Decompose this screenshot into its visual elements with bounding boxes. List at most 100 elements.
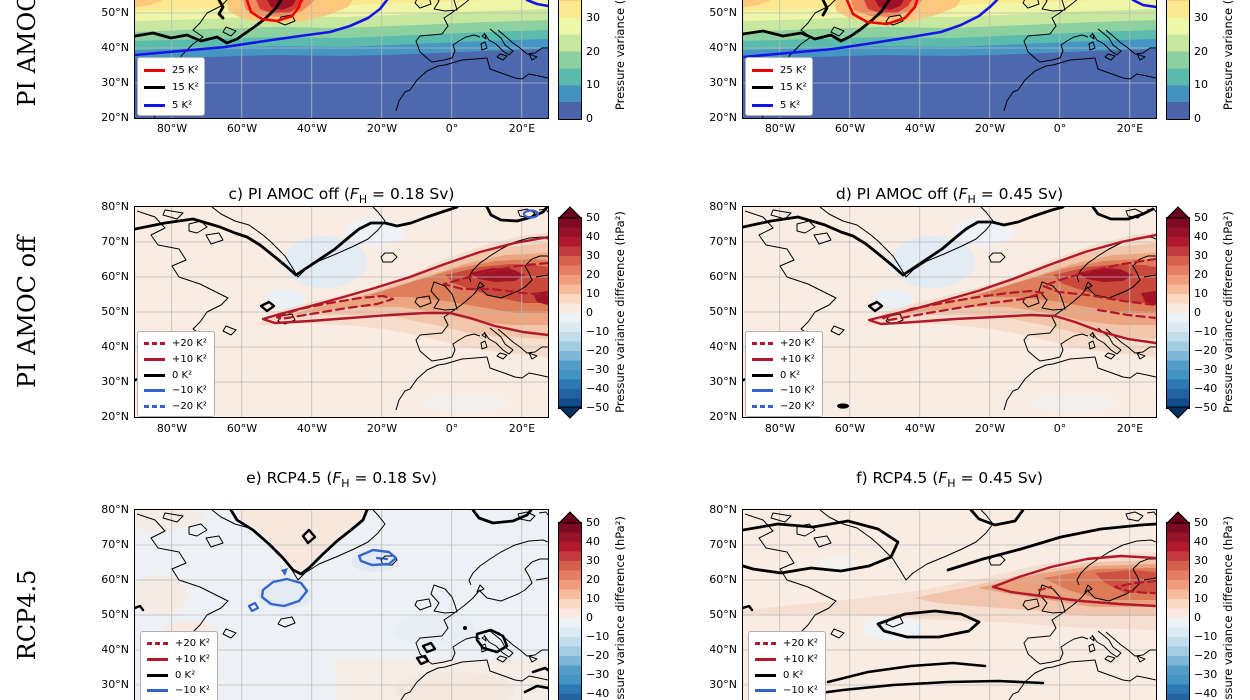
colorbar-tick-label: −10 bbox=[586, 325, 610, 338]
lon-tick-label: 80°W bbox=[764, 122, 796, 135]
colorbar-extend-arrow bbox=[1166, 406, 1190, 419]
legend-item: +10 K² bbox=[144, 352, 208, 368]
colorbar-tick-label: −10 bbox=[586, 630, 610, 643]
legend-label: 15 K² bbox=[780, 82, 807, 94]
legend-item: 0 K² bbox=[752, 367, 816, 383]
lat-tick-label: 60°N bbox=[709, 573, 737, 586]
legend-label: −10 K² bbox=[783, 685, 818, 697]
colorbar-axis-label: Pressure variance difference (hPa²) bbox=[1221, 211, 1235, 413]
legend-line-sample bbox=[147, 673, 168, 677]
legend-line-sample bbox=[752, 358, 773, 362]
legend-line-sample bbox=[755, 642, 776, 646]
row-label-rcp45: RCP4.5 bbox=[13, 569, 41, 661]
colorbar-tick-label: 50 bbox=[586, 211, 600, 224]
lat-tick-label: 80°N bbox=[101, 200, 129, 213]
legend-item: +20 K² bbox=[755, 636, 819, 652]
legend-item: 25 K² bbox=[144, 62, 198, 79]
lat-tick-label: 20°N bbox=[101, 410, 129, 423]
colorbar-tick-label: 10 bbox=[586, 592, 600, 605]
legend-item: 5 K² bbox=[752, 97, 806, 114]
colorbar-tick-label: 20 bbox=[1194, 268, 1208, 281]
colorbar-tick-label: −40 bbox=[1194, 687, 1218, 700]
lat-tick-label: 80°N bbox=[101, 503, 129, 516]
lon-tick-label: 60°W bbox=[834, 422, 866, 435]
legend-item: +20 K² bbox=[752, 336, 816, 352]
lat-tick-label: 80°N bbox=[709, 503, 737, 516]
legend-label: 25 K² bbox=[172, 65, 199, 77]
legend-item: +20 K² bbox=[147, 636, 211, 652]
colorbar-tick-label: 20 bbox=[586, 44, 600, 58]
legend-item: +10 K² bbox=[755, 652, 819, 668]
legend-line-sample bbox=[144, 389, 165, 393]
colorbar-tick-label: 0 bbox=[1194, 112, 1201, 125]
legend-label: +10 K² bbox=[172, 354, 207, 366]
lon-tick-label: 20°E bbox=[508, 122, 536, 135]
legend-item: −20 K² bbox=[144, 399, 208, 415]
legend-item: 0 K² bbox=[147, 667, 211, 683]
lon-tick-label: 80°W bbox=[156, 422, 188, 435]
lon-tick-label: 0° bbox=[1053, 422, 1067, 435]
legend-label: 25 K² bbox=[780, 65, 807, 77]
colorbar-tick-label: 0 bbox=[586, 611, 593, 624]
colorbar-tick-label: 20 bbox=[1194, 573, 1208, 586]
colorbar-tick-label: 0 bbox=[586, 306, 593, 319]
lat-tick-label: 50°N bbox=[709, 608, 737, 621]
legend-item: −10 K² bbox=[755, 683, 819, 699]
lon-tick-label: 40°W bbox=[296, 122, 328, 135]
panel-f-title: f) RCP4.5 (FH = 0.45 Sv) bbox=[856, 469, 1043, 491]
colorbar-tick-label: 10 bbox=[1194, 592, 1208, 605]
lon-tick-label: 0° bbox=[445, 122, 459, 135]
lon-tick-label: 20°E bbox=[1116, 122, 1144, 135]
colorbar-tick-label: 0 bbox=[1194, 306, 1201, 319]
panel-d-title: d) PI AMOC off (FH = 0.45 Sv) bbox=[835, 185, 1064, 207]
lat-tick-label: 40°N bbox=[101, 643, 129, 656]
lat-tick-label: 30°N bbox=[101, 76, 129, 89]
legend-line-sample bbox=[144, 103, 165, 107]
colorbar-tick-label: −30 bbox=[586, 363, 610, 376]
legend-item: +20 K² bbox=[144, 336, 208, 352]
lat-tick-label: 50°N bbox=[101, 305, 129, 318]
lon-tick-label: 20°W bbox=[974, 422, 1006, 435]
legend-line-sample bbox=[752, 86, 773, 90]
lat-tick-label: 60°N bbox=[101, 573, 129, 586]
colorbar-tick-label: 30 bbox=[1194, 554, 1208, 567]
lat-tick-label: 70°N bbox=[101, 235, 129, 248]
lat-tick-label: 20°N bbox=[709, 410, 737, 423]
legend-line-sample bbox=[752, 373, 773, 377]
colorbar-axis-label: Pressure variance difference (hPa²) bbox=[1221, 516, 1235, 700]
lat-tick-label: 70°N bbox=[709, 538, 737, 551]
colorbar-extend-arrow bbox=[558, 511, 582, 524]
legend-line-sample bbox=[147, 689, 168, 693]
colorbar-difference bbox=[1166, 217, 1190, 409]
lat-tick-label: 40°N bbox=[101, 41, 129, 54]
colorbar-tick-label: −50 bbox=[1194, 401, 1218, 414]
colorbar-extend-arrow bbox=[1166, 206, 1190, 219]
colorbar-tick-label: 40 bbox=[586, 230, 600, 243]
lat-tick-label: 30°N bbox=[709, 76, 737, 89]
colorbar-variance bbox=[558, 0, 582, 120]
legend-label: 15 K² bbox=[172, 82, 199, 94]
colorbar-tick-label: 40 bbox=[1194, 230, 1208, 243]
lat-tick-label: 60°N bbox=[709, 270, 737, 283]
colorbar-tick-label: −50 bbox=[586, 401, 610, 414]
legend-item: 25 K² bbox=[752, 62, 806, 79]
colorbar-tick-label: −10 bbox=[1194, 630, 1218, 643]
lat-tick-label: 50°N bbox=[709, 305, 737, 318]
colorbar-tick-label: −40 bbox=[586, 382, 610, 395]
contour-legend: +20 K² +10 K² 0 K² −10 K² −20 K² bbox=[137, 331, 215, 417]
colorbar-tick-label: 40 bbox=[1194, 535, 1208, 548]
legend-label: 0 K² bbox=[175, 669, 196, 681]
colorbar-tick-label: 30 bbox=[586, 554, 600, 567]
legend-label: +20 K² bbox=[175, 638, 210, 650]
lon-tick-label: 0° bbox=[445, 422, 459, 435]
colorbar-tick-label: 0 bbox=[586, 112, 593, 125]
lat-tick-label: 20°N bbox=[101, 111, 129, 124]
colorbar-tick-label: −20 bbox=[586, 344, 610, 357]
legend-line-sample bbox=[752, 103, 773, 107]
colorbar-tick-label: −20 bbox=[586, 649, 610, 662]
colorbar-tick-label: 10 bbox=[586, 78, 600, 92]
colorbar-tick-label: 50 bbox=[1194, 516, 1208, 529]
legend-line-sample bbox=[144, 373, 165, 377]
legend-line-sample bbox=[755, 689, 776, 693]
